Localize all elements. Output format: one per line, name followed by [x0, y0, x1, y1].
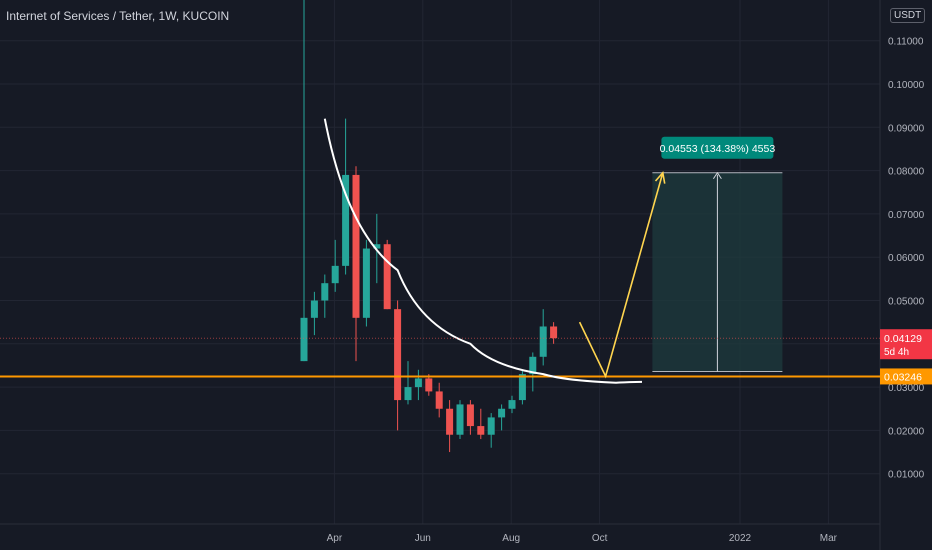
- candle-body[interactable]: [508, 400, 516, 409]
- y-tick-label: 0.02000: [888, 426, 925, 437]
- y-tick-label: 0.05000: [888, 297, 925, 308]
- candle-body[interactable]: [518, 374, 526, 401]
- x-tick-label: Jun: [415, 533, 431, 544]
- y-tick-label: 0.06000: [888, 253, 925, 264]
- candle-body[interactable]: [446, 408, 454, 435]
- y-tick-label: 0.03000: [888, 383, 925, 394]
- candle-body[interactable]: [466, 404, 474, 427]
- last-price-label-box: [880, 329, 932, 360]
- y-tick-label: 0.10000: [888, 80, 925, 91]
- countdown-label: 5d 4h: [884, 347, 909, 358]
- candle-body[interactable]: [487, 417, 495, 435]
- x-tick-label: 2022: [729, 533, 752, 544]
- y-tick-label: 0.08000: [888, 167, 925, 178]
- y-tick-label: 0.07000: [888, 210, 925, 221]
- y-tick-label: 0.11000: [888, 37, 924, 48]
- chart-title: Internet of Services / Tether, 1W, KUCOI…: [6, 9, 230, 23]
- candle-body[interactable]: [550, 326, 558, 339]
- x-tick-label: Mar: [820, 533, 838, 544]
- support-price-label-box: [880, 368, 932, 385]
- candle-body[interactable]: [310, 300, 318, 318]
- candle-body[interactable]: [539, 326, 547, 357]
- x-tick-label: Apr: [327, 533, 343, 544]
- x-tick-label: Oct: [592, 533, 608, 544]
- candle-body[interactable]: [404, 387, 412, 401]
- candle-body[interactable]: [414, 378, 422, 388]
- curve-drawing[interactable]: [323, 118, 643, 384]
- target-label-box: [661, 136, 774, 159]
- candle-body[interactable]: [362, 248, 370, 318]
- candle-body[interactable]: [425, 378, 433, 392]
- support-price-label: 0.03246: [884, 371, 922, 383]
- projection-arrow[interactable]: [578, 172, 664, 379]
- target-measure-arrowhead: [712, 171, 722, 180]
- candle-body[interactable]: [383, 244, 391, 310]
- candle-body[interactable]: [321, 283, 329, 301]
- projection-arrowhead: [654, 170, 666, 184]
- candle-body[interactable]: [529, 356, 537, 375]
- candle-body[interactable]: [331, 265, 339, 284]
- target-label-text: 0.04553 (134.38%) 4553: [660, 143, 776, 155]
- y-tick-label: 0.09000: [888, 123, 925, 134]
- candle-body[interactable]: [435, 391, 443, 409]
- candle-body[interactable]: [456, 404, 464, 435]
- candle-body[interactable]: [352, 174, 360, 318]
- last-price-label: 0.04129: [884, 333, 922, 345]
- x-tick-label: Aug: [502, 533, 520, 544]
- candle-body[interactable]: [498, 408, 506, 418]
- currency-unit-badge[interactable]: USDT: [890, 8, 926, 23]
- candle-body[interactable]: [477, 426, 485, 435]
- candle-body[interactable]: [394, 309, 402, 401]
- candle-body[interactable]: [300, 317, 308, 362]
- candle-body[interactable]: [342, 174, 350, 266]
- y-tick-label: 0.01000: [888, 470, 925, 481]
- candle-body[interactable]: [373, 244, 381, 249]
